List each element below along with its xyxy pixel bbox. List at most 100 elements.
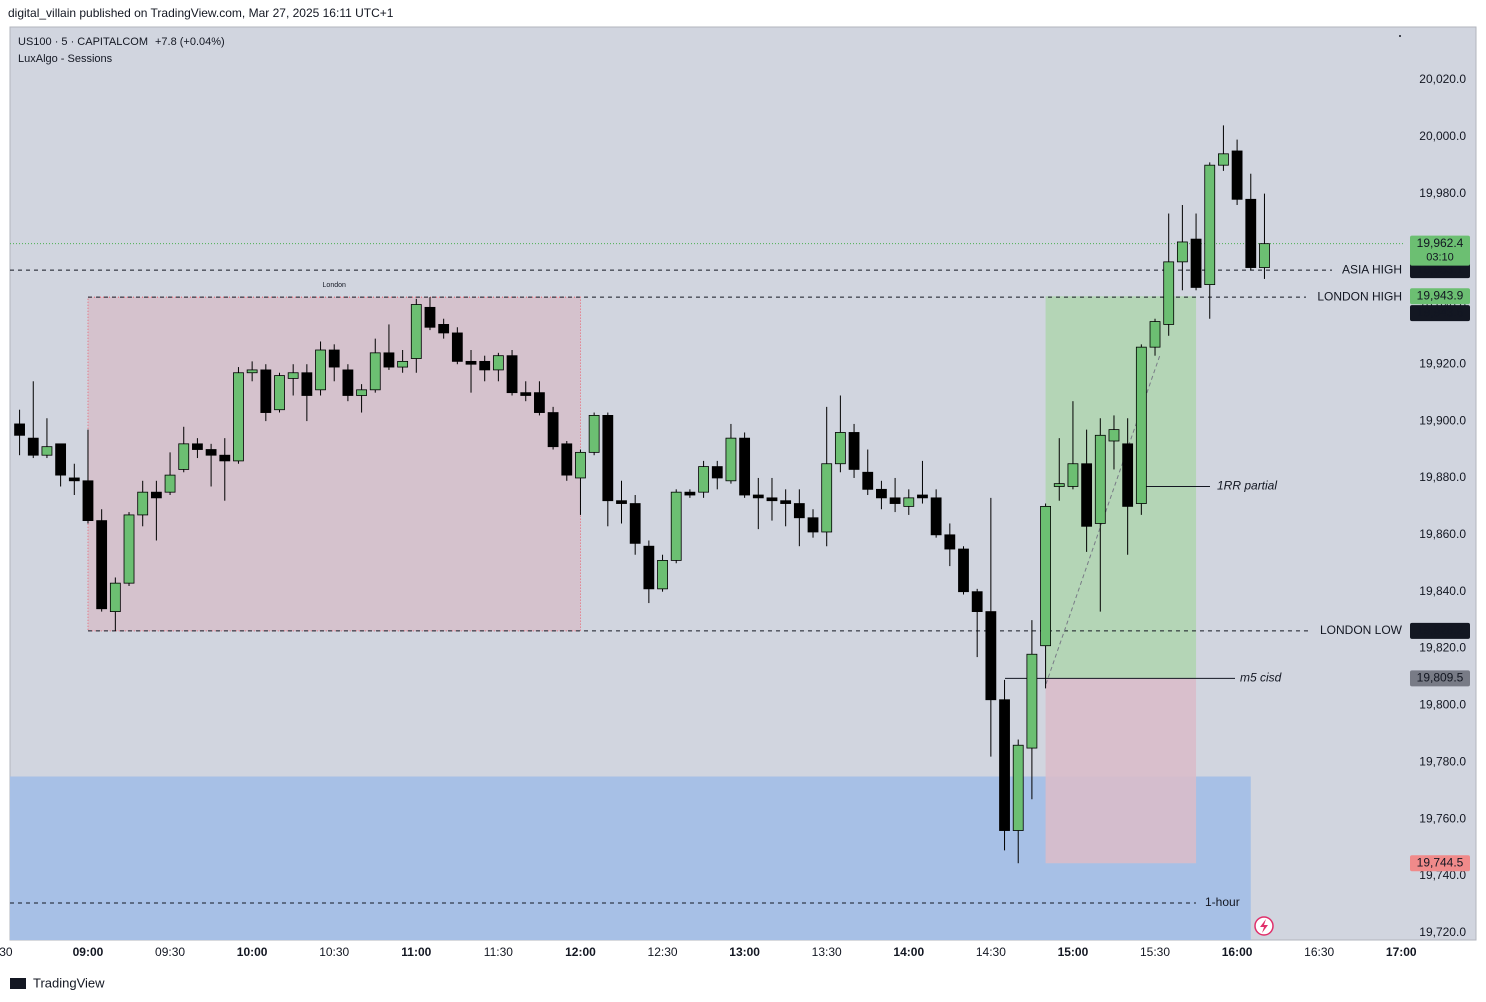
price-badge xyxy=(1410,855,1470,872)
x-tick-label: 10:30 xyxy=(319,945,349,959)
x-tick-label: 09:00 xyxy=(73,945,104,959)
level-label: 1RR partial xyxy=(1217,479,1277,493)
candle-body xyxy=(1135,346,1147,504)
candle-body xyxy=(643,545,655,590)
candle-body xyxy=(328,349,340,368)
candle-body xyxy=(999,699,1010,831)
y-tick-label: 19,800.0 xyxy=(1419,698,1466,712)
candle-body xyxy=(287,372,299,379)
candle-body xyxy=(68,477,80,482)
level-label: LONDON LOW xyxy=(1320,623,1403,637)
candle-body xyxy=(123,514,135,584)
last-price-label: 19,962.4 xyxy=(1417,236,1464,250)
candle-body xyxy=(109,582,121,612)
y-tick-label: 19,720.0 xyxy=(1419,925,1466,939)
candle-body xyxy=(834,432,846,465)
candle-body xyxy=(547,412,559,448)
candle-body xyxy=(219,454,231,462)
y-tick-label: 19,780.0 xyxy=(1419,754,1466,768)
candle-body xyxy=(96,520,108,610)
candle-body xyxy=(944,534,956,550)
price-badge-label: 19,826.2 xyxy=(1417,623,1464,637)
price-badge-label: 19,744.5 xyxy=(1417,855,1464,869)
candle-body xyxy=(1081,463,1093,527)
candle-body xyxy=(971,591,983,612)
candle-body xyxy=(506,355,518,394)
y-tick-label: 20,000.0 xyxy=(1419,129,1466,143)
candle-body xyxy=(1231,150,1243,200)
y-tick-label: 19,760.0 xyxy=(1419,811,1466,825)
candle-body xyxy=(520,392,532,396)
x-tick-label: 10:00 xyxy=(237,945,268,959)
candle-body xyxy=(657,560,668,590)
candle-body xyxy=(985,611,997,701)
y-tick-label: 19,880.0 xyxy=(1419,470,1466,484)
x-tick-label: 16:00 xyxy=(1222,945,1253,959)
candle-body xyxy=(739,437,751,496)
x-tick-label: 12:00 xyxy=(565,945,596,959)
price-badge-label: 19,809.5 xyxy=(1417,671,1464,685)
candle-body xyxy=(1245,198,1257,268)
y-tick-label: 19,920.0 xyxy=(1419,356,1466,370)
x-tick-label: 12:30 xyxy=(648,945,678,959)
candle-body xyxy=(1163,261,1175,325)
candle-body xyxy=(410,304,422,359)
candle-body xyxy=(356,389,367,396)
candles xyxy=(14,125,1270,864)
x-tick-label: 13:00 xyxy=(729,945,760,959)
candle-body xyxy=(14,423,25,436)
candle-body xyxy=(1026,653,1038,749)
brand: TradingView xyxy=(33,975,105,990)
price-badge xyxy=(1410,288,1470,305)
session-label: London xyxy=(323,282,346,289)
countdown: 03:10 xyxy=(1426,252,1454,264)
y-tick-label: 19,740.0 xyxy=(1419,868,1466,882)
level-label: 1-hour xyxy=(1205,895,1240,909)
candle-body xyxy=(192,443,203,450)
x-tick-label: 17:00 xyxy=(1386,945,1417,959)
price-badge-label: 19,953.1 xyxy=(1417,262,1464,276)
x-tick-label: 14:30 xyxy=(976,945,1006,959)
level-label: ASIA HIGH xyxy=(1342,262,1402,276)
candle-body xyxy=(150,491,162,499)
candle-body xyxy=(616,500,627,504)
candle-body xyxy=(575,451,586,479)
candle-body xyxy=(793,503,805,519)
y-tick-label: 19,860.0 xyxy=(1419,527,1466,541)
loss-zone xyxy=(1045,678,1197,864)
y-tick-label: 19,900.0 xyxy=(1419,413,1466,427)
candle-body xyxy=(301,372,313,396)
candle-body xyxy=(1176,241,1188,263)
candle-body xyxy=(561,443,573,476)
price-badge xyxy=(1410,670,1470,687)
candle-body xyxy=(752,494,764,499)
candle-body xyxy=(930,497,942,536)
candle-body xyxy=(1067,463,1079,487)
y-tick-label: 19,840.0 xyxy=(1419,584,1466,598)
candle-body xyxy=(1190,238,1202,288)
candle-body xyxy=(451,332,463,362)
candle-body xyxy=(876,488,887,499)
price-badge xyxy=(1410,305,1470,322)
candle-body xyxy=(41,446,53,456)
candle-body xyxy=(369,352,381,391)
candle-body xyxy=(492,355,504,371)
candle-body xyxy=(178,443,190,470)
levels xyxy=(10,243,1405,904)
price-badge xyxy=(1410,622,1470,639)
candle-body xyxy=(274,375,285,411)
candle-body xyxy=(233,372,244,462)
candle-body xyxy=(903,497,915,507)
indicator-name: LuxAlgo - Sessions xyxy=(18,53,113,65)
candle-body xyxy=(383,352,395,368)
candle-body xyxy=(342,369,354,396)
level-label: LONDON HIGH xyxy=(1317,289,1402,303)
candle-body xyxy=(1122,443,1134,507)
candle-body xyxy=(397,360,409,368)
price-change: +7.8 (+0.04%) xyxy=(155,36,225,48)
candle-body xyxy=(862,471,874,490)
candle-body xyxy=(1204,164,1216,286)
candle-body xyxy=(260,369,272,413)
